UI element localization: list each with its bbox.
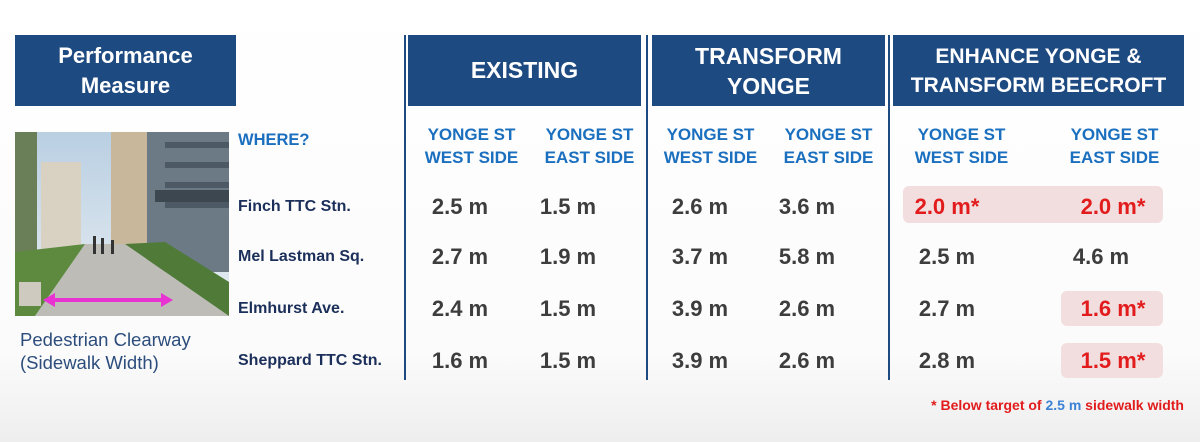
value-sheppard-transform-west: 3.9 m — [671, 348, 729, 373]
value-mel-transform-west: 3.7 m — [671, 244, 729, 269]
column-label-transform-west: YONGE ST WEST SIDE — [653, 123, 768, 169]
value-elmhurst-transform-east: 2.6 m — [778, 296, 836, 321]
below-target-highlight-finch — [903, 186, 1163, 223]
column-label-existing-west: YONGE ST WEST SIDE — [414, 123, 529, 169]
measure-caption: Pedestrian Clearway (Sidewalk Width) — [20, 328, 191, 374]
header-enhance-transform: ENHANCE YONGE & TRANSFORM BEECROFT — [893, 35, 1184, 106]
value-finch-transform-east: 3.6 m — [778, 194, 836, 219]
value-elmhurst-existing-east: 1.5 m — [539, 296, 597, 321]
value-sheppard-enhance-east: 1.5 m* — [1080, 348, 1146, 373]
value-finch-enhance-west: 2.0 m* — [914, 194, 980, 219]
value-sheppard-existing-east: 1.5 m — [539, 348, 597, 373]
column-label-line-1: YONGE ST — [666, 125, 755, 144]
footnote: * Below target of 2.5 m sidewalk width — [931, 397, 1184, 413]
value-finch-existing-west: 2.5 m — [431, 194, 489, 219]
header-existing: EXISTING — [408, 35, 641, 106]
value-elmhurst-transform-west: 3.9 m — [671, 296, 729, 321]
value-sheppard-existing-west: 1.6 m — [431, 348, 489, 373]
value-finch-enhance-east: 2.0 m* — [1080, 194, 1146, 219]
header-enhance-line-2: TRANSFORM BEECROFT — [910, 73, 1167, 97]
header-transform-yonge: TRANSFORM YONGE — [652, 35, 885, 106]
column-label-line-2: EAST SIDE — [1069, 148, 1160, 167]
header-performance-line-2: Measure — [80, 72, 171, 98]
footnote-target: 2.5 m — [1045, 397, 1082, 413]
footnote-prefix: * Below target of — [931, 397, 1046, 413]
location-elmhurst: Elmhurst Ave. — [238, 300, 345, 317]
where-label: WHERE? — [238, 131, 310, 149]
caption-line-2: (Sidewalk Width) — [20, 352, 159, 373]
value-mel-enhance-west: 2.5 m — [918, 244, 976, 269]
header-transform-line-2: YONGE — [726, 72, 811, 99]
sidewalk-photo — [15, 132, 229, 316]
location-mel-lastman: Mel Lastman Sq. — [238, 248, 365, 265]
value-elmhurst-enhance-west: 2.7 m — [918, 296, 976, 321]
column-label-enhance-east: YONGE ST EAST SIDE — [1057, 123, 1172, 169]
divider-transform — [646, 35, 648, 380]
header-performance-line-1: Performance — [58, 42, 193, 68]
value-sheppard-transform-east: 2.6 m — [778, 348, 836, 373]
value-elmhurst-existing-west: 2.4 m — [431, 296, 489, 321]
column-label-line-2: WEST SIDE — [914, 148, 1009, 167]
value-mel-existing-east: 1.9 m — [539, 244, 597, 269]
header-enhance-line-1: ENHANCE YONGE & — [935, 44, 1142, 68]
column-label-line-1: YONGE ST — [545, 125, 634, 144]
column-label-line-2: EAST SIDE — [544, 148, 635, 167]
column-label-existing-east: YONGE ST EAST SIDE — [532, 123, 647, 169]
column-label-line-1: YONGE ST — [917, 125, 1006, 144]
value-finch-existing-east: 1.5 m — [539, 194, 597, 219]
column-label-line-1: YONGE ST — [1070, 125, 1159, 144]
value-sheppard-enhance-west: 2.8 m — [918, 348, 976, 373]
column-label-enhance-west: YONGE ST WEST SIDE — [904, 123, 1019, 169]
below-target-highlight-sheppard — [1061, 343, 1163, 378]
column-label-line-1: YONGE ST — [427, 125, 516, 144]
divider-existing — [404, 35, 406, 380]
value-elmhurst-enhance-east: 1.6 m* — [1080, 296, 1146, 321]
location-finch: Finch TTC Stn. — [238, 198, 351, 215]
value-mel-enhance-east: 4.6 m — [1072, 244, 1130, 269]
column-label-line-2: WEST SIDE — [663, 148, 758, 167]
divider-enhance — [888, 35, 890, 380]
value-mel-existing-west: 2.7 m — [431, 244, 489, 269]
footnote-suffix: sidewalk width — [1081, 397, 1184, 413]
column-label-transform-east: YONGE ST EAST SIDE — [771, 123, 886, 169]
value-mel-transform-east: 5.8 m — [778, 244, 836, 269]
header-existing-label: EXISTING — [470, 57, 579, 83]
column-label-line-2: WEST SIDE — [424, 148, 519, 167]
below-target-highlight-elmhurst — [1061, 291, 1163, 326]
column-label-line-2: EAST SIDE — [783, 148, 874, 167]
header-performance-measure: Performance Measure — [15, 35, 236, 106]
column-label-line-1: YONGE ST — [784, 125, 873, 144]
caption-line-1: Pedestrian Clearway — [20, 329, 191, 350]
value-finch-transform-west: 2.6 m — [671, 194, 729, 219]
location-sheppard: Sheppard TTC Stn. — [238, 352, 382, 369]
header-transform-line-1: TRANSFORM — [695, 42, 842, 69]
